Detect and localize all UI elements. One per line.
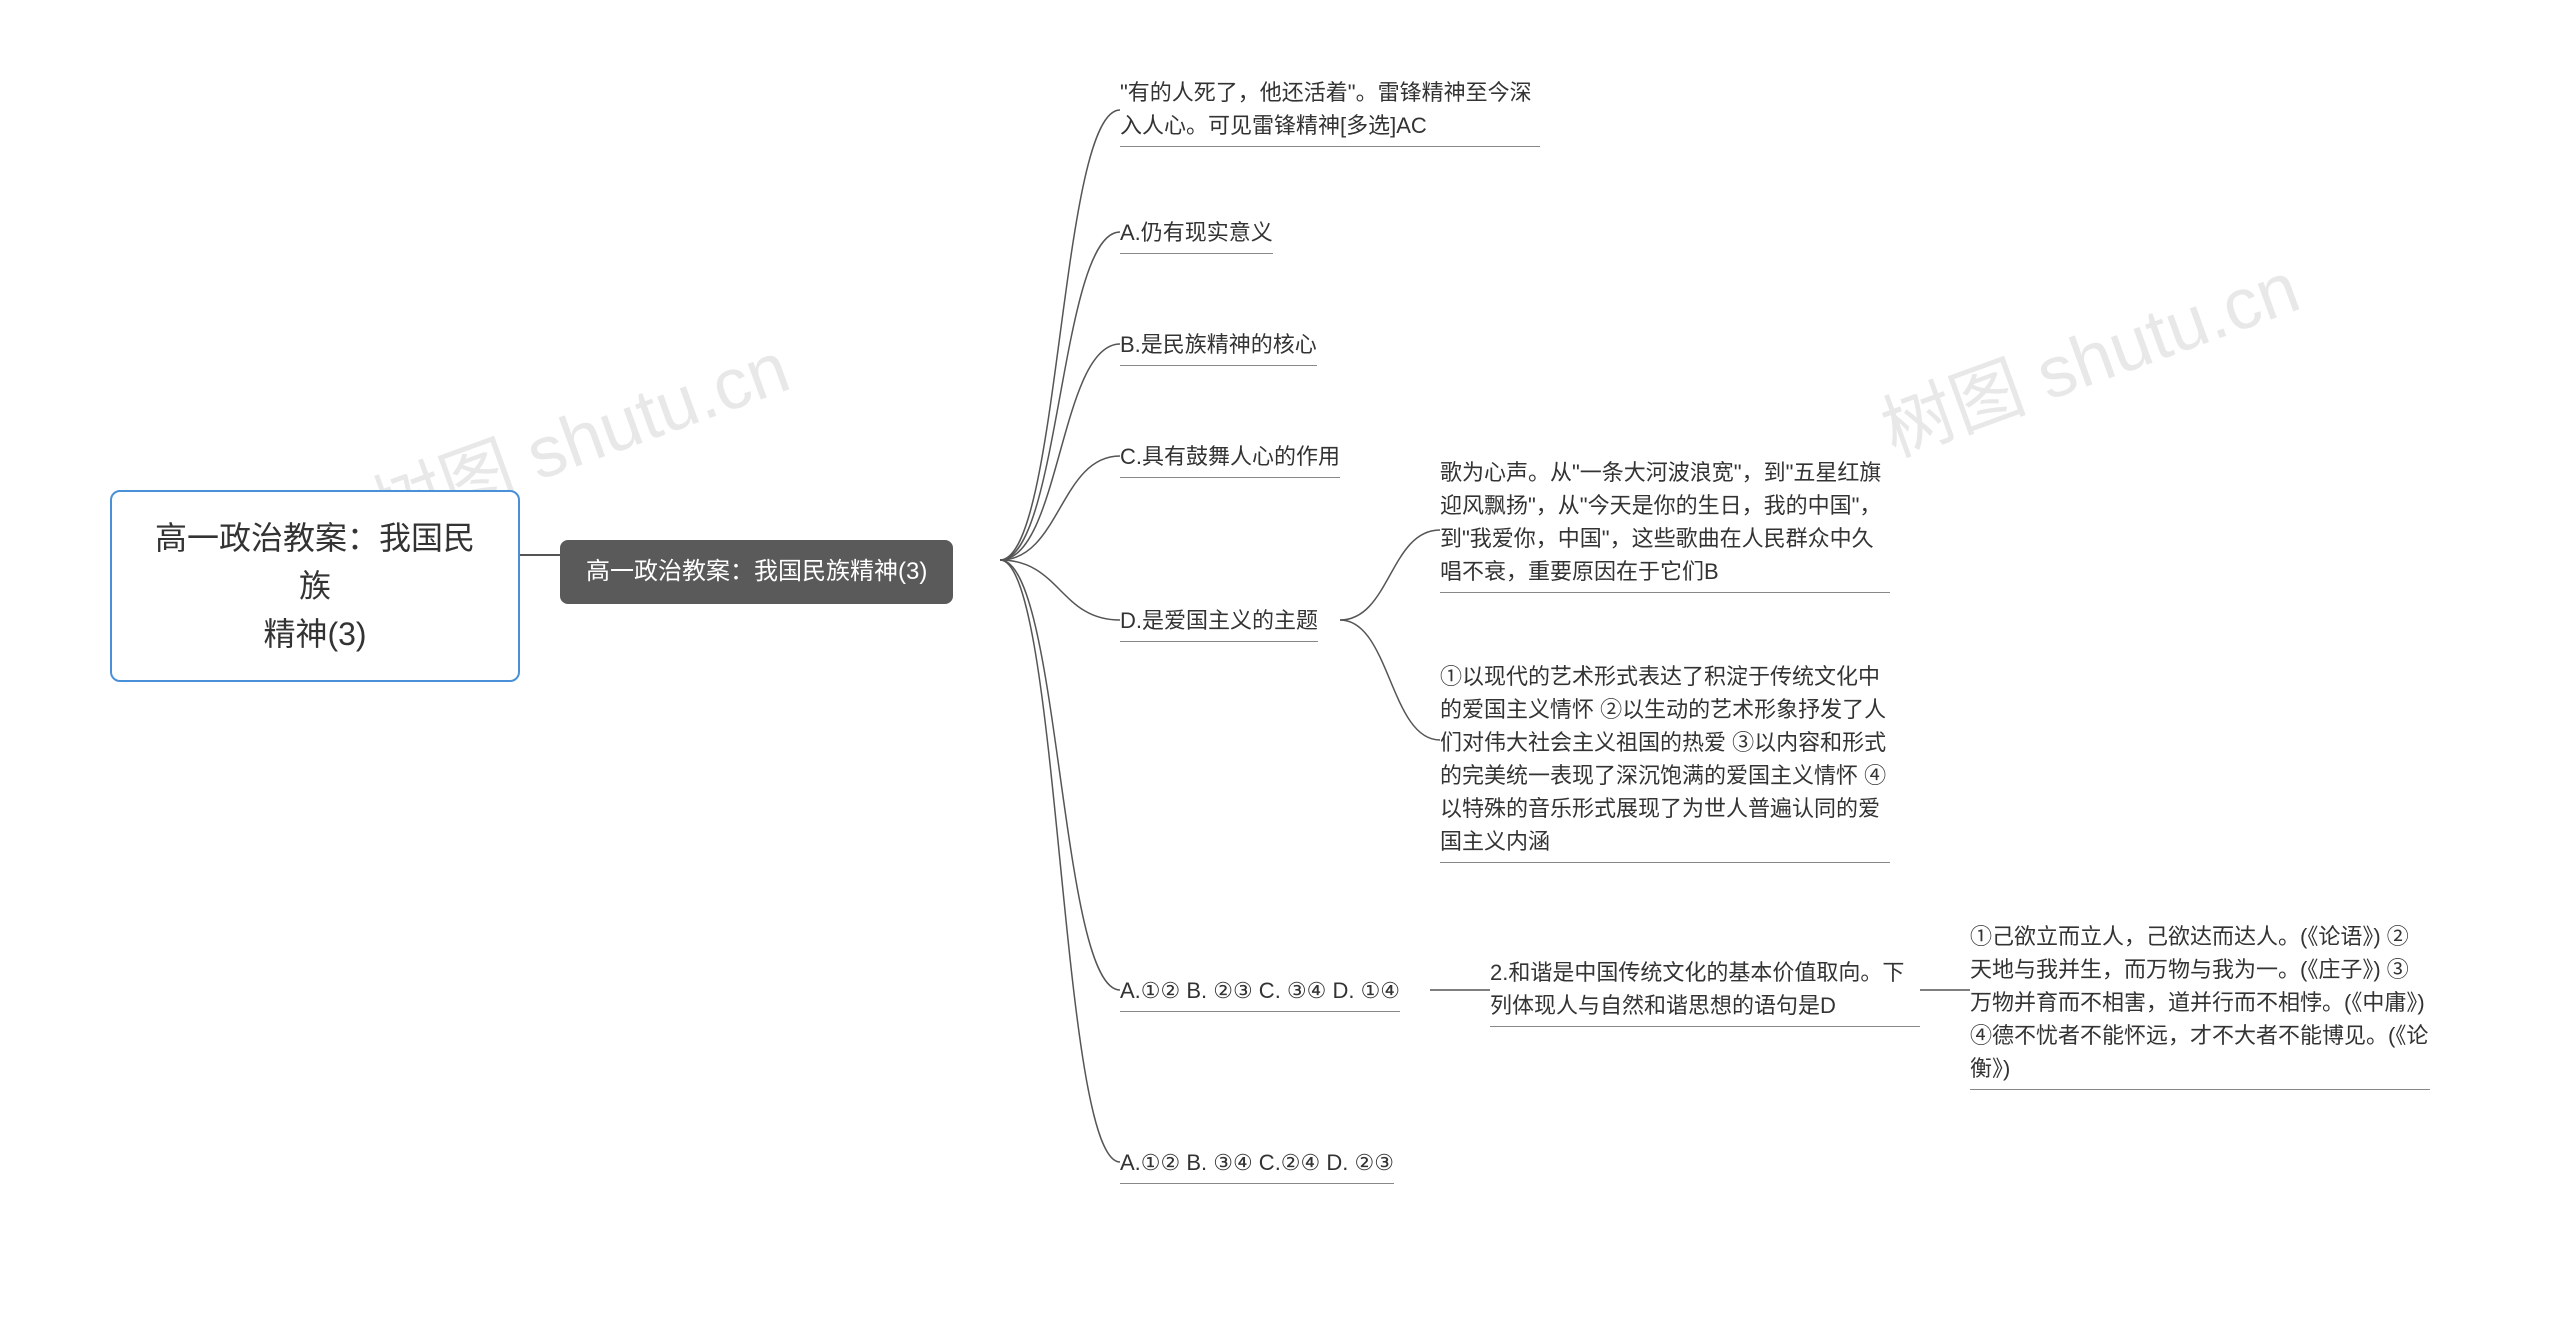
branch-option-c-text: C.具有鼓舞人心的作用 (1120, 440, 1340, 478)
branch-harmony-question-text: 2.和谐是中国传统文化的基本价值取向。下列体现人与自然和谐思想的语句是D (1490, 956, 1920, 1027)
branch-leifeng-quote: "有的人死了，他还活着"。雷锋精神至今深入人心。可见雷锋精神[多选]AC (1120, 76, 1540, 147)
branch-answer-set-1-text: A.①② B. ②③ C. ③④ D. ①④ (1120, 974, 1400, 1012)
branch-harmony-question: 2.和谐是中国传统文化的基本价值取向。下列体现人与自然和谐思想的语句是D (1490, 956, 1920, 1027)
branch-d-child-options: ①以现代的艺术形式表达了积淀于传统文化中的爱国主义情怀 ②以生动的艺术形象抒发了… (1440, 660, 1890, 863)
branch-option-b: B.是民族精神的核心 (1120, 328, 1317, 366)
hub-node: 高一政治教案：我国民族精神(3) (560, 540, 953, 604)
branch-answer-set-2: A.①② B. ③④ C.②④ D. ②③ (1120, 1146, 1394, 1184)
root-node: 高一政治教案：我国民族 精神(3) (110, 490, 520, 682)
branch-d-child-songs: 歌为心声。从"一条大河波浪宽"，到"五星红旗迎风飘扬"，从"今天是你的生日，我的… (1440, 456, 1890, 593)
branch-option-a: A.仍有现实意义 (1120, 216, 1273, 254)
hub-label: 高一政治教案：我国民族精神(3) (586, 558, 927, 585)
root-line1: 高一政治教案：我国民族 (142, 514, 488, 610)
branch-option-d: D.是爱国主义的主题 (1120, 604, 1318, 642)
root-line2: 精神(3) (142, 610, 488, 658)
branch-harmony-options: ①己欲立而立人，己欲达而达人。(《论语》) ②天地与我并生，而万物与我为一。(《… (1970, 920, 2430, 1090)
branch-option-a-text: A.仍有现实意义 (1120, 216, 1273, 254)
branch-d-child-songs-text: 歌为心声。从"一条大河波浪宽"，到"五星红旗迎风飘扬"，从"今天是你的生日，我的… (1440, 456, 1890, 593)
branch-option-c: C.具有鼓舞人心的作用 (1120, 440, 1340, 478)
branch-answer-set-1: A.①② B. ②③ C. ③④ D. ①④ (1120, 974, 1400, 1012)
branch-leifeng-quote-text: "有的人死了，他还活着"。雷锋精神至今深入人心。可见雷锋精神[多选]AC (1120, 76, 1540, 147)
branch-answer-set-2-text: A.①② B. ③④ C.②④ D. ②③ (1120, 1146, 1394, 1184)
watermark-right: 树图 shutu.cn (1865, 229, 2311, 477)
branch-option-b-text: B.是民族精神的核心 (1120, 328, 1317, 366)
branch-d-child-options-text: ①以现代的艺术形式表达了积淀于传统文化中的爱国主义情怀 ②以生动的艺术形象抒发了… (1440, 660, 1890, 863)
branch-option-d-text: D.是爱国主义的主题 (1120, 604, 1318, 642)
branch-harmony-options-text: ①己欲立而立人，己欲达而达人。(《论语》) ②天地与我并生，而万物与我为一。(《… (1970, 920, 2430, 1090)
